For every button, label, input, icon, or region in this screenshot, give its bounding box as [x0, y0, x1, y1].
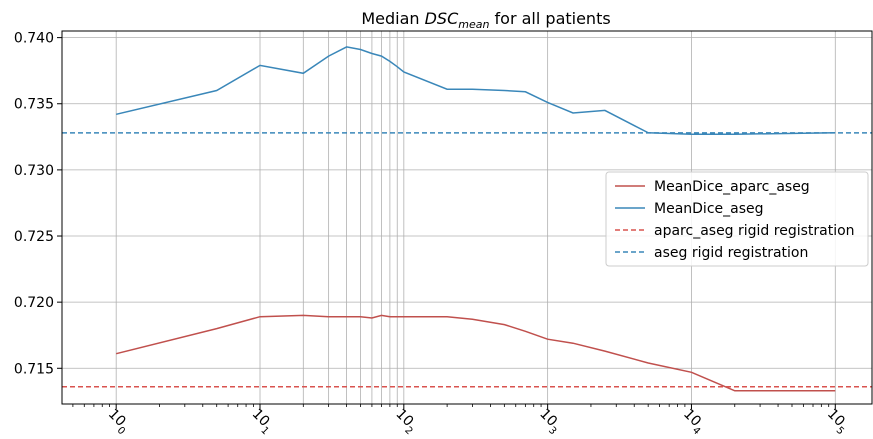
x-tick-label: 100: [102, 406, 133, 437]
x-tick-base: 10: [249, 406, 273, 430]
y-tick-label: 0.735: [14, 97, 54, 113]
legend-label: aparc_aseg rigid registration: [654, 223, 855, 239]
x-tick-base: 10: [105, 406, 129, 430]
legend-label: MeanDice_aparc_aseg: [654, 179, 810, 195]
x-tick-label: 104: [677, 406, 708, 437]
series-meandice-aparc-aseg: [116, 314, 836, 392]
chart-title: Median DSCmean for all patients: [361, 9, 610, 31]
y-tick-label: 0.720: [14, 295, 54, 311]
y-tick-label: 0.715: [14, 361, 54, 377]
y-tick-label: 0.740: [14, 31, 54, 47]
x-tick-label: 102: [390, 406, 421, 437]
legend-label: MeanDice_aseg: [654, 201, 764, 217]
legend-box: [605, 171, 869, 267]
grid: [62, 31, 872, 404]
x-tick-base: 10: [536, 406, 560, 430]
legend: MeanDice_aparc_aseg MeanDice_aseg aparc_as…: [605, 171, 869, 267]
x-tick-base: 10: [824, 406, 848, 430]
x-tick-label: 103: [533, 406, 564, 437]
x-tick-base: 10: [680, 406, 704, 430]
series-meandice-aseg: [116, 46, 836, 135]
legend-label: aseg rigid registration: [654, 245, 808, 261]
plot-series: [62, 46, 872, 392]
x-tick-base: 10: [392, 406, 416, 430]
x-tick-label: 105: [821, 406, 852, 437]
y-tick-label: 0.730: [14, 163, 54, 179]
plot-frame: [61, 30, 873, 405]
x-tick-label: 101: [246, 406, 277, 437]
y-tick-label: 0.725: [14, 229, 54, 245]
